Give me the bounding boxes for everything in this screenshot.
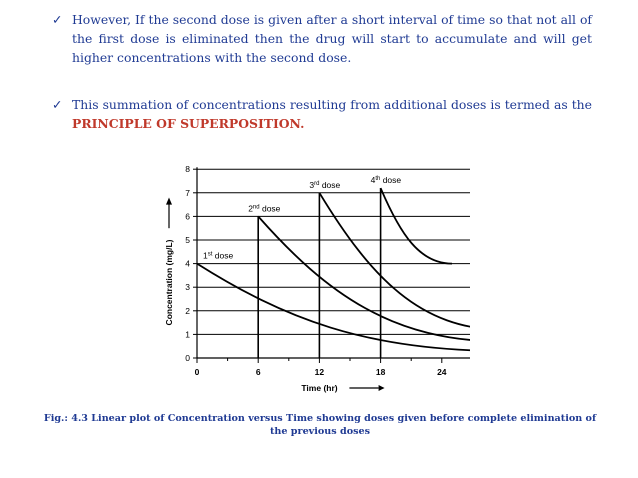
dose-label: 2nd dose (248, 203, 280, 213)
principle-highlight: PRINCIPLE OF SUPERPOSITION. (72, 116, 305, 131)
dose-label: 1st dose (203, 251, 233, 261)
y-tick-label: 4 (185, 259, 190, 269)
y-axis-arrowhead (166, 197, 172, 205)
x-tick-label: 6 (256, 367, 261, 377)
x-tick-label: 12 (315, 367, 325, 377)
dose-label: 4th dose (371, 175, 402, 185)
dose-decay-curve (379, 187, 453, 265)
bullet-text: This summation of concentrations resulti… (72, 97, 592, 112)
y-tick-label: 7 (185, 188, 190, 198)
y-tick-label: 5 (185, 235, 190, 245)
y-tick-label: 2 (185, 306, 190, 316)
x-tick-label: 0 (195, 367, 200, 377)
x-tick-label: 24 (437, 367, 447, 377)
y-tick-label: 6 (185, 211, 190, 221)
dose-decay-curve (318, 192, 470, 328)
x-tick-label: 18 (376, 367, 386, 377)
bullet-text: However, If the second dose is given aft… (72, 12, 592, 65)
dose-label: 3rd dose (309, 180, 340, 190)
y-tick-label: 1 (185, 329, 190, 339)
x-axis-arrowhead (378, 385, 385, 391)
y-axis-label: Concentration (mg/L) (164, 239, 174, 325)
bullet-accumulation: ✓ However, If the second dose is given a… (52, 10, 592, 67)
dose-decay-curve (257, 215, 470, 341)
check-icon: ✓ (52, 97, 63, 112)
x-axis-label: Time (hr) (301, 383, 337, 393)
y-tick-label: 3 (185, 282, 190, 292)
bullet-superposition: ✓ This summation of concentrations resul… (52, 95, 592, 133)
y-tick-label: 0 (185, 353, 190, 363)
figure-caption: Fig.: 4.3 Linear plot of Concentration v… (43, 413, 597, 437)
check-icon: ✓ (52, 12, 63, 27)
y-tick-label: 8 (185, 164, 190, 174)
dose-decay-curve (196, 262, 470, 352)
